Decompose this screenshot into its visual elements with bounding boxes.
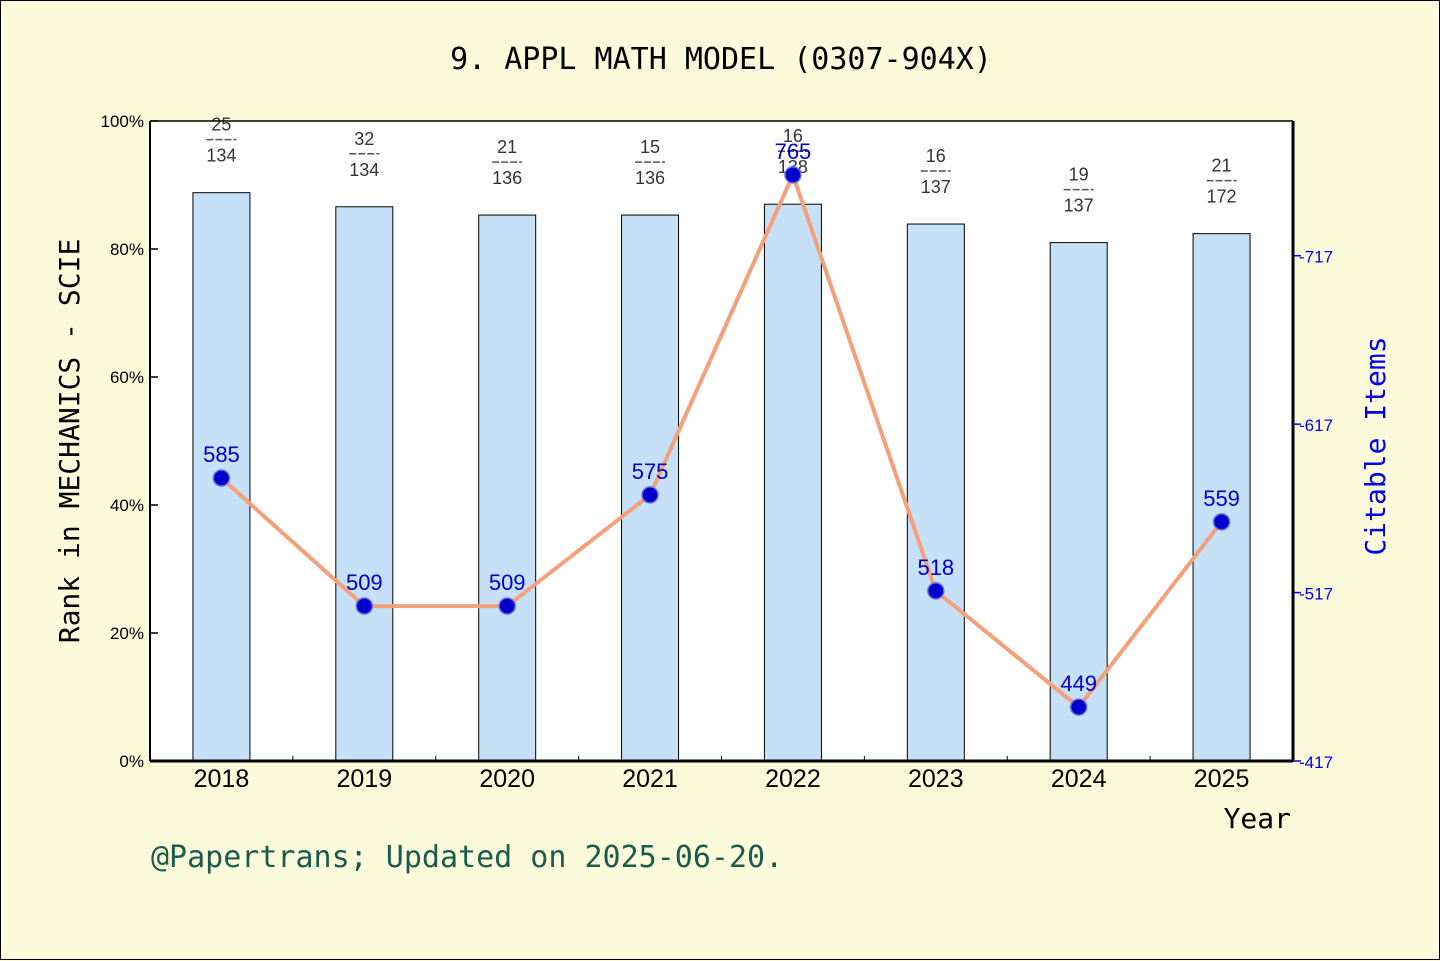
total-label-2025: 172: [1207, 187, 1237, 207]
citable-point-2022: [784, 166, 802, 184]
citable-value-2021: 575: [632, 459, 669, 484]
citable-value-2024: 449: [1060, 671, 1097, 696]
bar-2020: [478, 214, 537, 762]
x-tick-label-2024: 2024: [1051, 765, 1107, 793]
y2-tick-label-3: -717: [1299, 248, 1333, 267]
rank-label-2022: 16: [783, 126, 803, 146]
y2-axis-label: Citable Items: [1359, 336, 1392, 555]
chart-title: 9. APPL MATH MODEL (0307-904X): [450, 42, 992, 77]
y2-tick-label-2: -617: [1299, 416, 1333, 435]
y-axis-label: Rank in MECHANICS - SCIE: [53, 239, 86, 644]
footer-credit: @Papertrans; Updated on 2025-06-20.: [151, 840, 783, 875]
y-tick-label-5: 100%: [101, 112, 144, 131]
bar-2025: [1192, 233, 1251, 762]
y2-tick-label-0: -417: [1299, 753, 1333, 772]
rank-label-2020: 21: [497, 137, 517, 157]
x-tick-label-2018: 2018: [194, 765, 250, 793]
y-tick-label-4: 80%: [110, 240, 144, 259]
bar-2024: [1049, 242, 1108, 762]
total-label-2021: 136: [635, 168, 665, 188]
y-tick-label-3: 60%: [110, 368, 144, 387]
x-tick-label-2019: 2019: [337, 765, 393, 793]
rank-label-2025: 21: [1212, 156, 1232, 176]
citable-point-2021: [641, 486, 659, 504]
x-tick-label-2020: 2020: [479, 765, 535, 793]
rank-label-2023: 16: [926, 146, 946, 166]
total-label-2023: 137: [921, 177, 951, 197]
x-axis-label: Year: [1224, 802, 1291, 835]
citable-value-2022: 765: [775, 139, 812, 164]
bar-2022: [763, 203, 822, 762]
total-label-2020: 136: [492, 168, 522, 188]
x-tick-label-2021: 2021: [622, 765, 678, 793]
bar-2019: [335, 206, 394, 762]
plot-area: [150, 121, 1293, 761]
y-tick-label-1: 20%: [110, 624, 144, 643]
citable-value-2018: 585: [203, 442, 240, 467]
citable-point-2023: [927, 582, 945, 600]
rank-label-2018: 25: [211, 115, 231, 135]
citable-value-2019: 509: [346, 570, 383, 595]
citable-value-2025: 559: [1203, 486, 1240, 511]
x-tick-label-2025: 2025: [1194, 765, 1250, 793]
total-label-2024: 137: [1064, 196, 1094, 216]
bar-2023: [906, 223, 965, 762]
y-tick-label-0: 0%: [119, 752, 144, 771]
x-tick-label-2022: 2022: [765, 765, 821, 793]
y2-tick-label-1: -517: [1299, 585, 1333, 604]
rank-label-2019: 32: [354, 129, 374, 149]
citable-value-2023: 518: [917, 555, 954, 580]
citable-point-2020: [498, 597, 516, 615]
total-label-2019: 134: [349, 160, 379, 180]
total-label-2018: 134: [206, 146, 236, 166]
rank-label-2024: 19: [1069, 165, 1089, 185]
citable-value-2020: 509: [489, 570, 526, 595]
citable-items-line: [220, 172, 1224, 710]
x-tick-label-2023: 2023: [908, 765, 964, 793]
citable-point-2019: [355, 597, 374, 615]
citable-point-2024: [1069, 698, 1088, 716]
citable-point-2018: [212, 469, 231, 487]
y-tick-label-2: 40%: [110, 496, 144, 515]
rank-label-2021: 15: [640, 137, 660, 157]
citable-point-2025: [1212, 513, 1231, 531]
